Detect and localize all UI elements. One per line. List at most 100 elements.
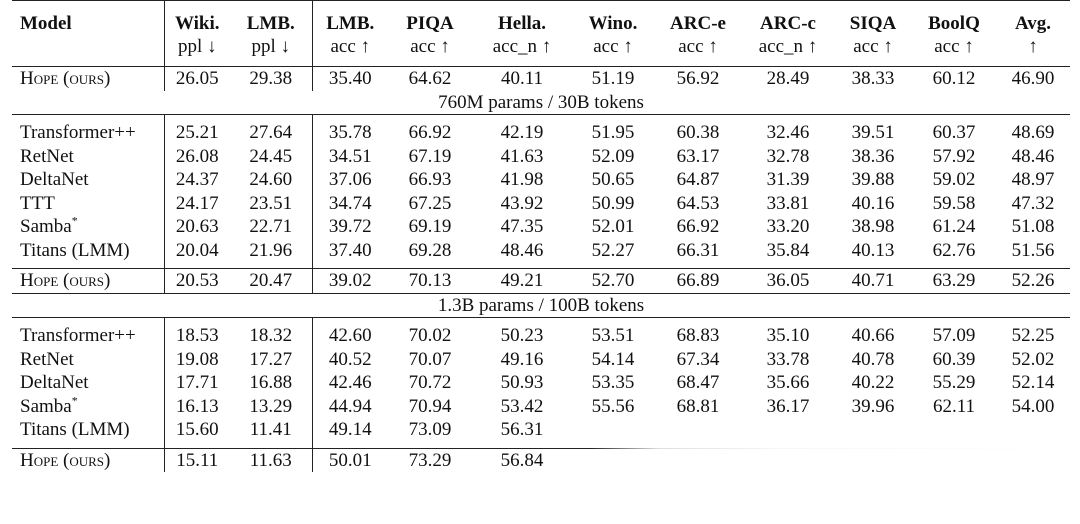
value-cell: 23.51 <box>249 192 293 214</box>
value-cell: 68.47 <box>676 372 720 393</box>
value-cell: 26.08 <box>163 144 230 168</box>
value-cell: 62.76 <box>912 238 996 269</box>
value-cell: 52.70 <box>572 268 654 294</box>
value-cell: 38.98 <box>851 216 895 237</box>
value-cell: 28.49 <box>766 68 810 89</box>
footnote-marker: * <box>71 213 78 228</box>
model-name-cell: Hope (ours) <box>12 67 164 91</box>
value-cell: 27.64 <box>230 114 312 145</box>
value-cell: 42.46 <box>311 371 388 395</box>
value-cell: 40.13 <box>834 238 912 269</box>
table-row: Titans (LMM) 15.60 11.41 49.14 73.09 56.31 <box>12 418 1070 449</box>
header-col: SIQA acc ↑ <box>834 0 912 67</box>
value-cell: 39.51 <box>834 114 912 145</box>
value-cell: 17.27 <box>249 348 293 370</box>
header-col: Wiki. ppl ↓ <box>163 0 230 67</box>
header-col: LMB. ppl ↓ <box>230 0 312 67</box>
table-body: Hope (ours) 26.05 29.38 35.40 64.62 40.11 51.1… <box>12 66 1070 472</box>
value-cell: 53.51 <box>572 317 654 348</box>
value-cell: 37.06 <box>311 168 388 192</box>
value-cell: 56.84 <box>500 449 544 471</box>
value-cell: 49.14 <box>311 418 388 449</box>
model-name-cell: Transformer++ <box>12 114 164 145</box>
value-cell: 36.05 <box>742 268 834 294</box>
table-row: Titans (LMM) 20.04 21.96 37.40 69.28 48.46 52.… <box>12 238 1070 269</box>
value-cell: 34.51 <box>311 144 388 168</box>
section-title: 1.3B params / 100B tokens <box>437 294 645 316</box>
model-name: Titans (LMM) <box>20 419 130 440</box>
value-cell: 32.46 <box>742 114 834 145</box>
value-cell: 17.71 <box>163 371 230 395</box>
model-name: TTT <box>20 192 55 214</box>
value-cell: 51.56 <box>996 238 1070 269</box>
value-cell: 20.63 <box>163 215 230 239</box>
value-cell: 24.37 <box>163 168 230 192</box>
value-cell: 20.53 <box>163 268 230 294</box>
value-cell: 15.60 <box>163 418 230 449</box>
value-cell: 49.16 <box>500 348 544 370</box>
value-cell: 66.89 <box>654 268 742 294</box>
value-cell: 67.19 <box>408 145 452 167</box>
model-name: Titans (LMM) <box>20 239 130 261</box>
value-cell: 40.22 <box>851 372 895 393</box>
value-cell: 32.78 <box>766 145 810 167</box>
value-cell: 52.02 <box>1011 348 1055 370</box>
value-cell: 24.45 <box>249 145 293 167</box>
value-cell: 47.35 <box>500 216 544 237</box>
value-cell: 56.31 <box>472 418 572 449</box>
value-cell: 66.92 <box>388 114 472 145</box>
section-header-row: 760M params / 30B tokens <box>12 91 1070 115</box>
value-cell: 70.13 <box>388 268 472 294</box>
value-cell: 48.97 <box>1011 169 1055 190</box>
value-cell: 69.19 <box>408 216 452 237</box>
table-row: Transformer++ 18.53 18.32 42.60 70.02 50.23 53… <box>12 317 1070 348</box>
model-name: Hope (ours) <box>20 68 111 89</box>
table-row: DeltaNet 24.37 24.60 37.06 66.93 41.98 50.65 64… <box>12 168 1070 192</box>
value-cell: 55.56 <box>591 395 635 417</box>
value-cell: 52.14 <box>1011 372 1055 393</box>
value-cell: 56.92 <box>676 68 720 89</box>
model-name-cell: RetNet <box>12 348 164 372</box>
hope-row: Hope (ours) 15.11 11.63 50.01 73.29 56.84 <box>12 448 1070 472</box>
value-cell: 67.34 <box>676 348 720 370</box>
value-cell: 60.38 <box>654 114 742 145</box>
value-cell: 52.25 <box>996 317 1070 348</box>
value-cell <box>996 448 1070 472</box>
header-col: LMB. acc ↑ <box>311 0 388 67</box>
table-row: RetNet 26.08 24.45 34.51 67.19 41.63 52.09 63.1… <box>12 144 1070 168</box>
value-cell: 68.83 <box>654 317 742 348</box>
value-cell: 53.35 <box>591 372 635 393</box>
model-name: DeltaNet <box>20 372 89 393</box>
value-cell: 52.26 <box>996 268 1070 294</box>
header-col: Wino. acc ↑ <box>572 0 654 67</box>
value-cell: 48.46 <box>472 238 572 269</box>
value-cell: 38.33 <box>851 68 895 89</box>
value-cell: 41.98 <box>500 169 544 190</box>
value-cell: 13.29 <box>249 395 293 417</box>
value-cell: 43.92 <box>500 192 544 214</box>
value-cell: 54.14 <box>591 348 635 370</box>
header-col: Hella. acc_n ↑ <box>472 0 572 67</box>
value-cell: 48.69 <box>996 114 1070 145</box>
value-cell: 53.42 <box>500 395 544 417</box>
header-model: Model <box>12 0 164 67</box>
value-cell: 15.11 <box>163 448 230 472</box>
value-cell: 64.62 <box>408 68 452 89</box>
value-cell: 20.47 <box>230 268 312 294</box>
header-col: ARC-c acc_n ↑ <box>742 0 834 67</box>
value-cell <box>834 448 912 472</box>
model-name-cell: Transformer++ <box>12 317 164 348</box>
table-row: Transformer++ 25.21 27.64 35.78 66.92 42.19 51… <box>12 114 1070 145</box>
value-cell: 63.17 <box>676 145 720 167</box>
value-cell: 57.09 <box>912 317 996 348</box>
value-cell: 20.04 <box>163 238 230 269</box>
value-cell: 59.58 <box>932 192 976 214</box>
value-cell: 70.72 <box>408 372 452 393</box>
value-cell <box>742 448 834 472</box>
value-cell: 70.07 <box>408 348 452 370</box>
value-cell: 39.02 <box>311 268 388 294</box>
value-cell: 67.25 <box>408 192 452 214</box>
value-cell: 22.71 <box>249 216 293 237</box>
value-cell: 35.10 <box>742 317 834 348</box>
value-cell: 59.02 <box>932 169 976 190</box>
